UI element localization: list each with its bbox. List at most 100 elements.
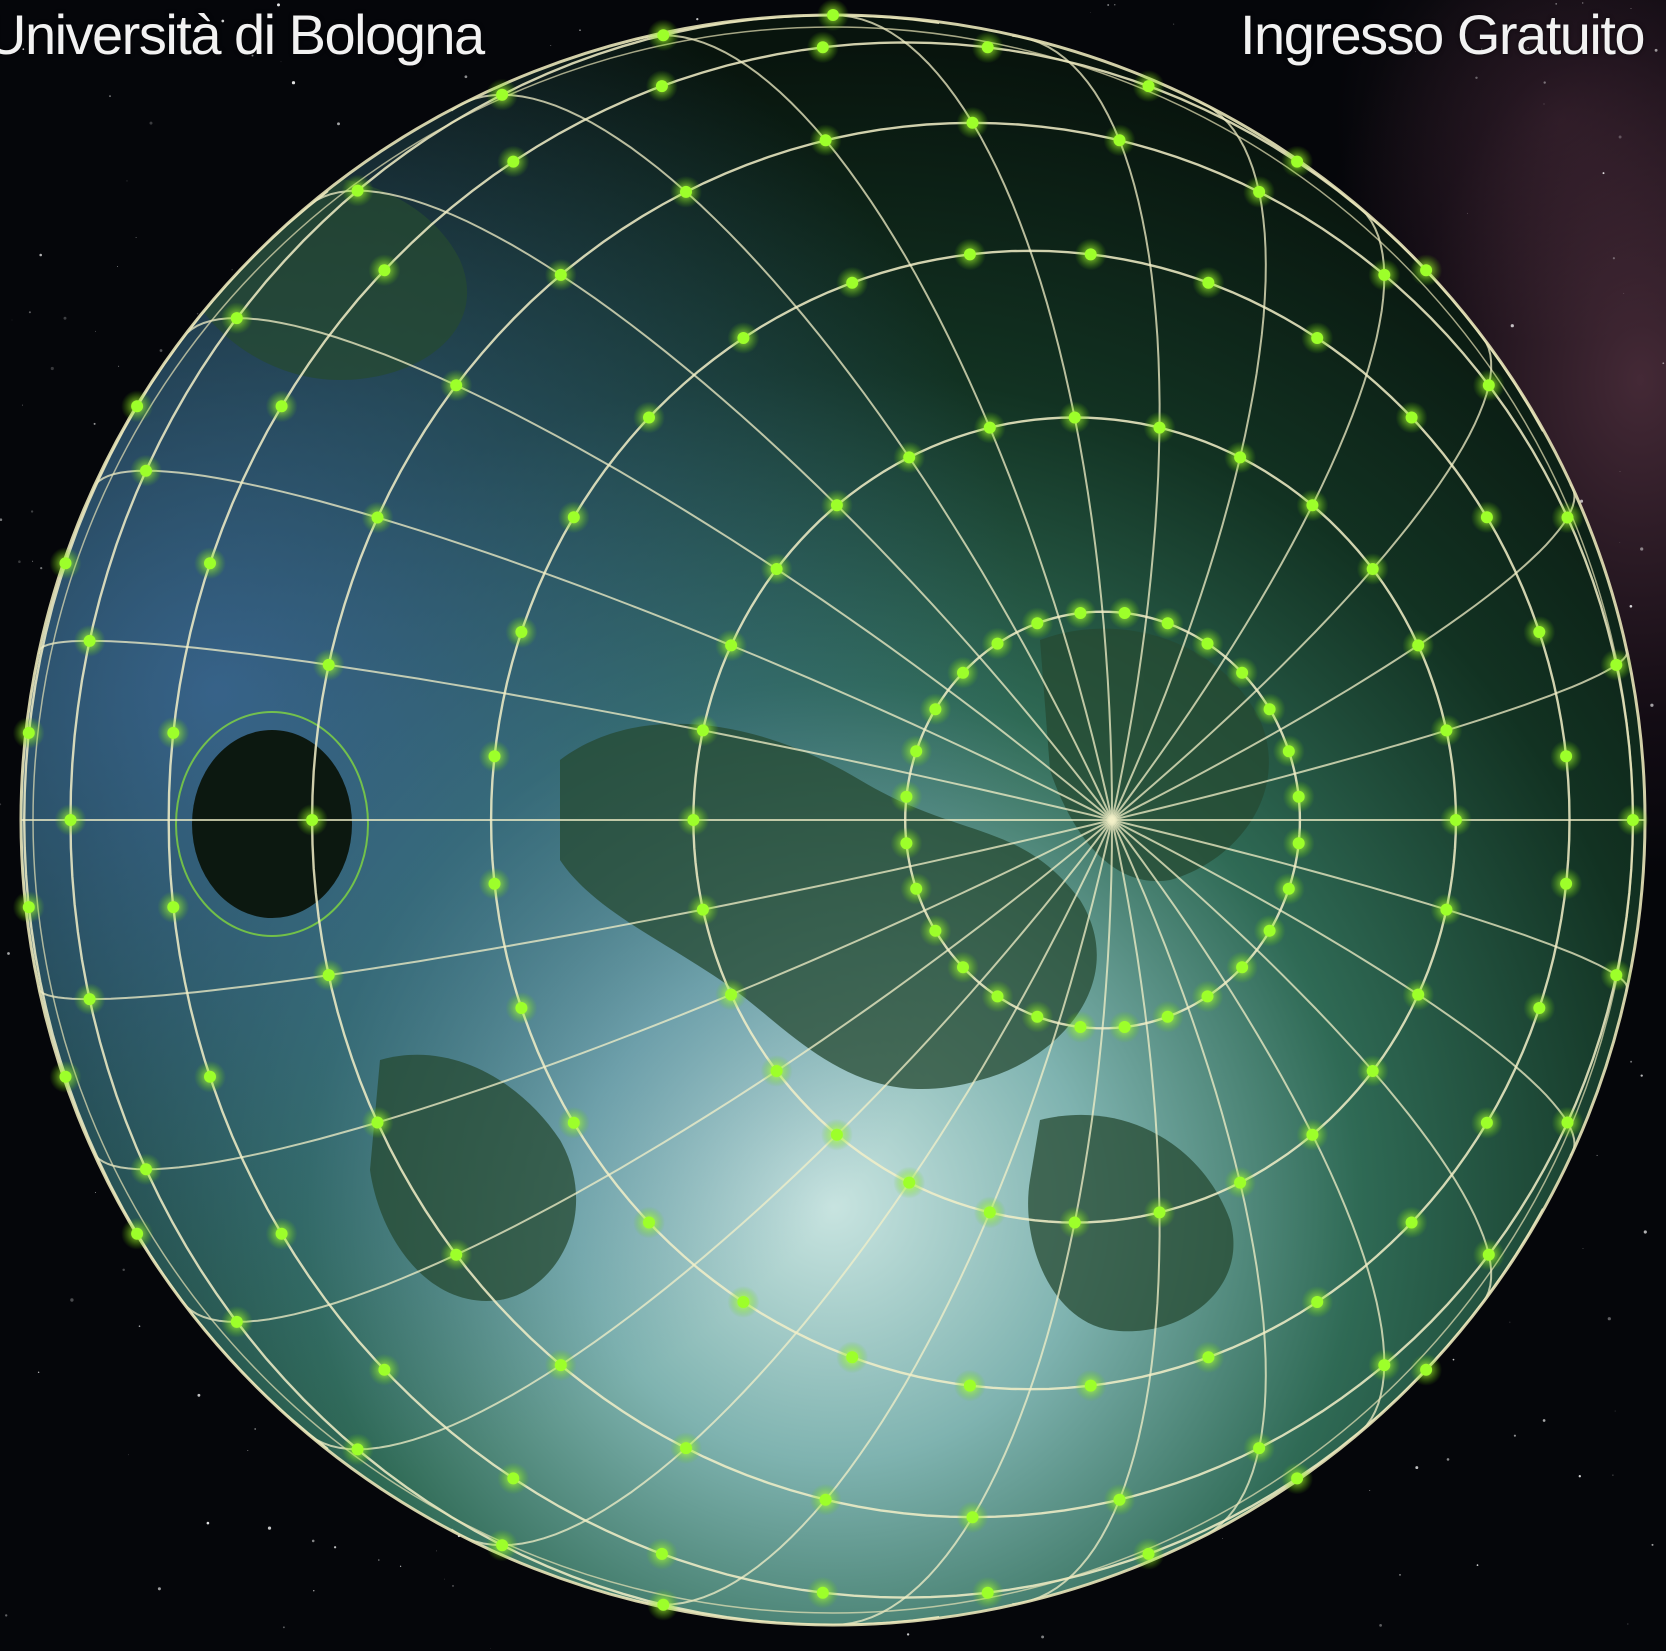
- satellite-node: [1533, 1002, 1546, 1014]
- star: [1579, 499, 1584, 503]
- satellite-node: [966, 1511, 979, 1524]
- satellite-node: [131, 400, 144, 413]
- star: [1578, 1475, 1581, 1478]
- orbit-meridian: [450, 819, 1113, 1547]
- star: [1114, 4, 1116, 6]
- satellite-node: [929, 703, 942, 716]
- satellite-node: [816, 41, 829, 54]
- star: [452, 1584, 454, 1587]
- star: [1317, 39, 1320, 42]
- star: [11, 319, 13, 321]
- star: [1527, 46, 1529, 49]
- satellite-node: [131, 1227, 144, 1240]
- star: [40, 566, 43, 570]
- satellite-node: [1263, 703, 1276, 716]
- satellite-node: [351, 1443, 364, 1456]
- satellite-node: [903, 451, 916, 464]
- satellite-node: [1263, 924, 1276, 937]
- star: [1630, 1060, 1633, 1063]
- satellite-node: [737, 332, 750, 344]
- satellite-node: [981, 1586, 994, 1599]
- star: [1627, 1623, 1629, 1625]
- star: [1446, 1458, 1450, 1461]
- satellite-node: [507, 1472, 520, 1485]
- satellite-node: [1306, 499, 1319, 512]
- star: [0, 518, 3, 521]
- star: [197, 1393, 201, 1397]
- orbit-meridian: [823, 15, 1113, 821]
- star: [39, 253, 42, 257]
- satellite-node: [963, 248, 976, 261]
- satellite-node: [1306, 1128, 1319, 1141]
- satellite-node: [1482, 1248, 1495, 1261]
- satellite-node: [1253, 185, 1266, 198]
- star: [1467, 212, 1468, 214]
- satellite-node: [1405, 1216, 1418, 1229]
- satellite-node: [1113, 1493, 1126, 1506]
- satellite-node: [351, 184, 364, 197]
- star: [1543, 81, 1546, 84]
- star: [93, 422, 96, 425]
- satellite-node: [1405, 411, 1418, 424]
- satellite-node: [22, 726, 35, 739]
- satellite-node: [963, 1379, 976, 1392]
- satellite-node: [983, 1206, 996, 1219]
- star: [1481, 48, 1483, 50]
- star: [1452, 1358, 1455, 1361]
- satellite-node: [827, 9, 839, 21]
- satellite-node: [903, 1176, 916, 1189]
- star: [1629, 604, 1633, 608]
- satellite-node: [680, 185, 692, 198]
- satellite-node: [981, 41, 994, 54]
- orbit-meridian: [634, 819, 1113, 1606]
- satellite-node: [1311, 332, 1324, 344]
- satellite-node: [59, 557, 72, 570]
- star: [1476, 1564, 1479, 1566]
- star: [1612, 1474, 1614, 1476]
- star: [277, 3, 280, 7]
- satellite-node: [1480, 511, 1493, 524]
- orbit-meridian: [303, 819, 1113, 1451]
- star: [313, 1590, 315, 1592]
- star: [138, 1325, 141, 1327]
- star: [118, 365, 120, 367]
- star: [490, 1648, 491, 1650]
- satellite-node: [983, 421, 996, 434]
- star: [464, 75, 468, 79]
- satellite-node: [991, 990, 1004, 1003]
- satellite-node: [450, 379, 463, 392]
- star: [1651, 1543, 1654, 1546]
- star: [221, 19, 225, 23]
- satellite-node: [22, 901, 35, 914]
- star: [117, 266, 118, 268]
- satellite-node: [1142, 80, 1155, 93]
- satellite-node: [1420, 264, 1433, 277]
- star: [282, 1626, 285, 1629]
- satellite-node: [322, 658, 335, 671]
- star: [70, 1298, 74, 1302]
- star: [126, 180, 128, 182]
- satellite-node: [657, 1598, 670, 1611]
- star: [291, 81, 296, 85]
- free-entry-caption: Ingresso Gratuito: [1240, 3, 1646, 66]
- satellite-node: [819, 1493, 832, 1506]
- star: [550, 45, 552, 46]
- star: [37, 1371, 40, 1374]
- star: [1607, 1317, 1611, 1321]
- star: [1513, 1434, 1516, 1437]
- star: [399, 1565, 402, 1567]
- star: [1630, 8, 1632, 9]
- orbit-meridian: [823, 819, 1113, 1625]
- star: [22, 48, 25, 51]
- star: [122, 1268, 125, 1272]
- satellite-node: [83, 634, 96, 647]
- star: [1581, 2, 1584, 4]
- satellite-node: [1253, 1442, 1266, 1455]
- satellite-node: [567, 1116, 580, 1129]
- satellite-node: [816, 1586, 829, 1599]
- satellite-node: [1561, 511, 1574, 524]
- star: [1542, 1419, 1546, 1422]
- satellite-node: [1412, 988, 1425, 1001]
